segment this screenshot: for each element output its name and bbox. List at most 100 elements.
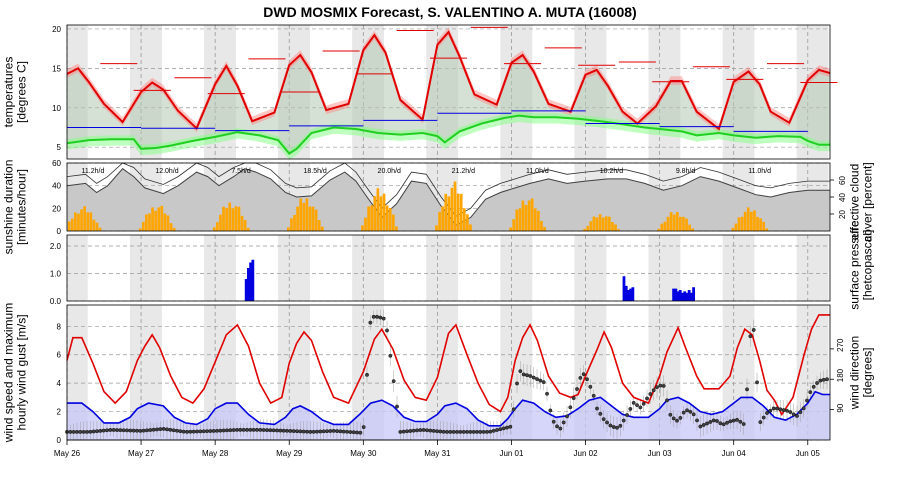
temp-tick-label: 5: [57, 143, 62, 152]
wind-direction-dot: [538, 378, 543, 383]
wind-direction-dot: [75, 429, 79, 434]
sunshine-bar: [395, 226, 398, 231]
sunshine-bar: [317, 220, 321, 231]
sunshine-bar: [604, 216, 608, 231]
sunshine-bar: [228, 202, 232, 231]
temp-tick-label: 15: [52, 64, 61, 73]
wind-direction-dot: [348, 430, 353, 434]
panel-2-frame: [66, 162, 831, 232]
wind-direction-dot: [595, 406, 599, 411]
wind-direction-dot: [245, 427, 249, 432]
wind-direction-dot: [745, 387, 749, 392]
wind-direction-dot: [665, 398, 669, 403]
wind-direction-dot: [388, 353, 393, 358]
daily-sunshine-label: 11.2h/d: [82, 168, 105, 175]
sunshine-bar: [586, 225, 590, 231]
wind-direction-dot: [818, 378, 823, 383]
wind-direction-dot: [425, 428, 429, 433]
wind-direction-dot: [615, 425, 619, 430]
wind-direction-dot: [108, 428, 113, 432]
wind-direction-dot: [558, 426, 563, 431]
precip-bar: [631, 287, 635, 301]
pressure-axis-title: surface pressure: [848, 220, 862, 310]
wind-direction-dot: [445, 429, 449, 434]
wind-direction-dot: [311, 429, 316, 434]
wind-direction-dot: [531, 375, 536, 380]
sunshine-bar: [734, 223, 738, 231]
wind-direction-dot: [565, 414, 569, 419]
sunshine-bar: [469, 224, 472, 231]
wind-direction-dot: [458, 429, 463, 434]
wind-direction-dot: [685, 408, 689, 413]
wind-direction-dot: [761, 415, 766, 420]
wind-direction-dot: [738, 419, 743, 424]
sunshine-bar: [373, 196, 377, 231]
sunshine-bar: [77, 213, 80, 231]
wind-direction-dot: [648, 392, 653, 396]
temp-tick-label: 10: [52, 104, 61, 113]
wind-direction-dot: [758, 420, 763, 425]
wind-direction-dot: [681, 410, 686, 415]
wind-direction-dot: [475, 429, 479, 434]
sunshine-bar: [617, 229, 620, 231]
sun-tick-label: 20: [52, 204, 61, 213]
sunshine-bar: [685, 218, 688, 231]
wind-direction-dot: [191, 429, 196, 434]
wind-direction-dot: [81, 429, 86, 434]
sunshine-bar: [379, 196, 383, 231]
wind-direction-dot: [485, 429, 489, 434]
sunshine-bar: [669, 212, 673, 231]
x-tick-label: Jun 02: [574, 449, 599, 458]
sunshine-bar: [666, 216, 670, 231]
wind-direction-dot: [395, 404, 399, 409]
wind-direction-dot: [638, 405, 643, 410]
wind-direction-dot: [701, 423, 706, 427]
wind-direction-dot: [218, 428, 223, 433]
precip-tick-label: 1.0: [50, 270, 62, 279]
wind-direction-dot: [528, 374, 533, 378]
wind-direction-dot: [588, 384, 593, 389]
sunshine-bar: [608, 216, 611, 231]
wind-direction-dot: [78, 429, 83, 434]
daily-sunshine-label: 20.0h/d: [378, 168, 401, 175]
wind-direction-dot: [221, 428, 226, 433]
wind-direction-dot: [335, 429, 339, 434]
wind-tick-label: 2: [57, 408, 62, 417]
sunshine-bar: [611, 222, 614, 231]
wind-direction-dot: [225, 428, 229, 433]
x-tick-label: Jun 01: [499, 449, 524, 458]
sunshine-bar: [299, 198, 303, 231]
sunshine-bar: [749, 211, 753, 231]
wind-direction-dot: [305, 429, 309, 434]
sunshine-bar: [515, 209, 519, 231]
wind-direction-dot: [71, 429, 76, 434]
wind-direction-dot: [441, 429, 446, 434]
cloud-cover-upper-line: [66, 162, 830, 217]
wind-direction-dot: [791, 412, 796, 417]
wind-direction-dot: [515, 381, 519, 386]
wind-direction-dot: [805, 398, 809, 403]
wind-direction-dot: [125, 428, 129, 433]
precip-tick-label: 0.0: [50, 297, 62, 306]
wind-direction-dot: [301, 429, 306, 434]
x-tick-label: May 28: [202, 449, 229, 458]
wind-direction-dot: [68, 429, 73, 434]
sunshine-bar: [234, 206, 238, 231]
wind-direction-dot: [401, 429, 406, 434]
temp-tick-label: 20: [52, 25, 61, 34]
wind-direction-dot: [265, 428, 269, 433]
wind-direction-dot: [465, 429, 469, 434]
x-tick-label: May 29: [276, 449, 303, 458]
wind-direction-dot: [658, 383, 663, 388]
wind-direction-dot: [88, 429, 93, 434]
precip-bar: [249, 262, 253, 301]
x-tick-label: Jun 05: [796, 449, 821, 458]
wind-direction-dot: [375, 314, 379, 319]
wind-direction-dot: [765, 411, 769, 415]
sunshine-bar: [95, 222, 99, 231]
wind-direction-dot: [471, 429, 476, 434]
wind-direction-dot: [361, 425, 366, 430]
wind-direction-dot: [478, 429, 483, 434]
night-shade: [722, 235, 755, 301]
